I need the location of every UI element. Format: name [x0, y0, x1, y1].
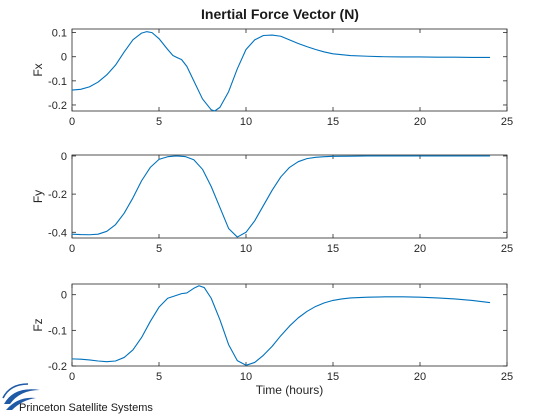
- x-tick-label: 10: [240, 116, 252, 128]
- axes-box-fy: [71, 154, 508, 239]
- y-tick-label: 0: [61, 52, 67, 64]
- x-tick-label: 0: [69, 116, 75, 128]
- y-axis-label-fx: Fx: [31, 63, 45, 76]
- figure-title: Inertial Force Vector (N): [201, 6, 359, 22]
- x-tick-label: 15: [327, 116, 339, 128]
- y-tick-label: -0.1: [48, 325, 67, 337]
- x-tick-label: 10: [240, 243, 252, 255]
- subplot-fz: 0 5 10 15 20 25 -0.2 -0.1 0 Fz: [31, 283, 513, 383]
- x-axis-label: Time (hours): [256, 383, 324, 397]
- x-tick-label: 5: [156, 371, 162, 383]
- x-tick-label: 20: [414, 243, 426, 255]
- series-line-fz: [71, 285, 491, 366]
- x-tick-label: 15: [327, 371, 339, 383]
- series-line-fy: [71, 155, 491, 238]
- x-tick-label: 25: [501, 371, 513, 383]
- y-axis-label-fy: Fy: [31, 190, 45, 203]
- x-tick-label: 5: [156, 116, 162, 128]
- psslogo: Princeton Satellite Systems: [2, 383, 153, 414]
- subplot-fx: 0 5 10 15 20 25 -0.2 -0.1 0 0.1 Fx: [31, 28, 513, 128]
- subplot-fy: 0 5 10 15 20 25 -0.4 -0.2 0 Fy: [31, 151, 513, 255]
- x-tick-label: 20: [414, 116, 426, 128]
- x-tick-label: 5: [156, 243, 162, 255]
- axes-box-fz: [71, 283, 508, 367]
- axes-box-fx: [71, 28, 508, 112]
- logo-text: Princeton Satellite Systems: [19, 402, 153, 414]
- series-line-fx: [71, 31, 491, 112]
- x-tick-label: 25: [501, 116, 513, 128]
- y-axis-label-fz: Fz: [31, 318, 45, 331]
- x-tick-label: 25: [501, 243, 513, 255]
- logo-swoosh-icon: [2, 383, 40, 410]
- y-tick-label: -0.2: [48, 189, 67, 201]
- x-tick-label: 0: [69, 371, 75, 383]
- y-tick-label: -0.2: [48, 100, 67, 112]
- subplots: 0 5 10 15 20 25 -0.2 -0.1 0 0.1 Fx 0 5 10 15 20 25 -0.4 -0…: [31, 28, 513, 383]
- y-tick-label: 0: [61, 290, 67, 302]
- x-tick-label: 0: [69, 243, 75, 255]
- y-tick-label: -0.2: [48, 361, 67, 373]
- x-tick-label: 10: [240, 371, 252, 383]
- x-tick-label: 15: [327, 243, 339, 255]
- y-tick-label: 0.1: [52, 28, 67, 40]
- y-tick-label: 0: [61, 151, 67, 163]
- y-tick-label: -0.1: [48, 76, 67, 88]
- x-tick-label: 20: [414, 371, 426, 383]
- y-tick-label: -0.4: [48, 227, 67, 239]
